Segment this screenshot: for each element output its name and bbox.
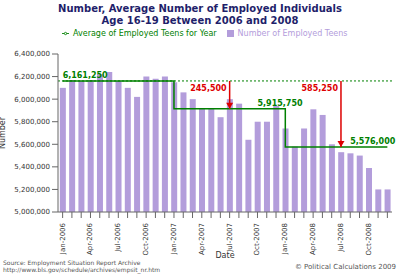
html-text:© Political Calculations 2009: © Political Calculations 2009 <box>294 263 396 271</box>
svg-text:5,400,000: 5,400,000 <box>14 163 50 171</box>
svg-text:Date: Date <box>215 251 234 260</box>
svg-text:Jan-2006: Jan-2006 <box>59 222 67 255</box>
html-text:Number, Average Number of Empl: Number, Average Number of Employed Indiv… <box>58 3 342 14</box>
html-text:http://www.bls.gov/schedule/ar: http://www.bls.gov/schedule/archives/emp… <box>3 266 161 273</box>
svg-text:Apr-2006: Apr-2006 <box>86 222 94 255</box>
svg-text:6,000,000: 6,000,000 <box>14 96 50 104</box>
svg-text:6,400,000: 6,400,000 <box>14 50 50 58</box>
html-text:Average of Employed Teens for: Average of Employed Teens for Year <box>73 29 217 38</box>
svg-text:6,161,250: 6,161,250 <box>63 71 108 80</box>
html-text:Source: Employment Situation R: Source: Employment Situation Report Arch… <box>3 259 141 266</box>
svg-text:6,200,000: 6,200,000 <box>14 73 50 81</box>
svg-text:5,576,000: 5,576,000 <box>350 137 392 146</box>
svg-text:585,250: 585,250 <box>302 84 339 93</box>
svg-text:Apr-2008: Apr-2008 <box>309 223 317 255</box>
svg-text:5,200,000: 5,200,000 <box>14 186 50 194</box>
svg-text:5,800,000: 5,800,000 <box>14 118 50 126</box>
html-text:Number of Employed Teens: Number of Employed Teens <box>237 29 348 38</box>
svg-text:5,915,750: 5,915,750 <box>257 99 302 108</box>
svg-text:Jul-2007: Jul-2007 <box>226 223 234 253</box>
svg-text:5,600,000: 5,600,000 <box>14 141 50 149</box>
html-text:Age 16-19 Between 2006 and 200: Age 16-19 Between 2006 and 2008 <box>101 15 299 26</box>
svg-text:Jul-2008: Jul-2008 <box>337 223 345 253</box>
svg-text:Apr-2007: Apr-2007 <box>198 223 206 255</box>
svg-text:Jan-2008: Jan-2008 <box>281 223 289 255</box>
svg-text:Oct-2006: Oct-2006 <box>142 222 150 255</box>
svg-text:Oct-2008: Oct-2008 <box>365 223 373 255</box>
svg-text:245,500: 245,500 <box>190 84 227 93</box>
svg-text:Oct-2007: Oct-2007 <box>253 223 261 255</box>
svg-text:Jan-2007: Jan-2007 <box>170 223 178 255</box>
svg-text:Jul-2006: Jul-2006 <box>114 222 122 252</box>
svg-text:5,000,000: 5,000,000 <box>14 208 50 216</box>
